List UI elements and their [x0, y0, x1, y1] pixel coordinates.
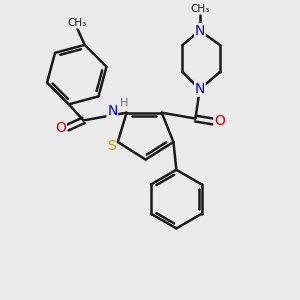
Text: CH₃: CH₃	[190, 4, 209, 14]
Text: N: N	[195, 82, 205, 96]
Text: N: N	[107, 104, 118, 118]
Text: O: O	[56, 121, 66, 135]
Text: O: O	[214, 115, 225, 128]
Text: N: N	[195, 24, 205, 38]
Text: CH₃: CH₃	[68, 18, 87, 28]
Text: S: S	[107, 140, 116, 153]
Text: H: H	[120, 98, 128, 108]
